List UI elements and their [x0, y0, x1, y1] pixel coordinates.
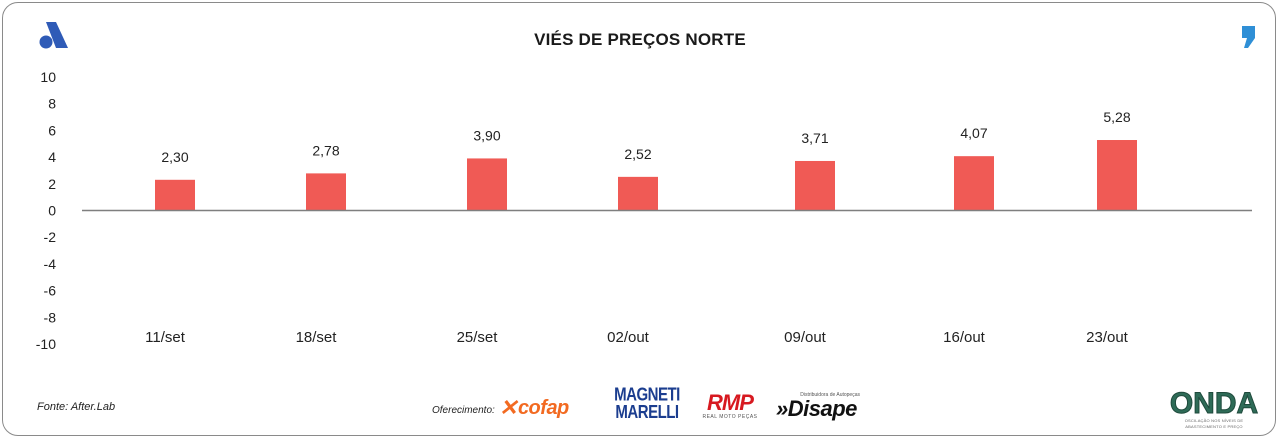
- data-label: 5,28: [1103, 109, 1130, 125]
- y-tick-label: -8: [44, 309, 57, 325]
- source-note: Fonte: After.Lab: [37, 401, 116, 413]
- data-labels: 2,30 2,78 3,90 2,52 3,71 4,07 5,28: [161, 109, 1130, 165]
- onda-logo-text: ONDA: [1169, 387, 1259, 420]
- y-tick-label: -6: [44, 283, 57, 299]
- x-axis-labels: 11/set 18/set 25/set 02/out 09/out 16/out 23/o…: [145, 329, 1129, 346]
- disape-logo: Distribuidora de Autopeças »Disape: [776, 392, 866, 420]
- x-tick-label: 16/out: [943, 329, 986, 346]
- bar: [954, 156, 994, 211]
- onda-logo-subtext: OSCILAÇÃO NOS NÍVEIS DE ABASTECIMENTO E …: [1184, 418, 1244, 429]
- onda-logo: ONDA OSCILAÇÃO NOS NÍVEIS DE ABASTECIMEN…: [1166, 387, 1262, 430]
- cofap-x-icon: ✕: [499, 395, 517, 420]
- chart-title: VIÉS DE PREÇOS NORTE: [534, 30, 746, 49]
- bar: [155, 179, 195, 211]
- quote-mark-icon: [1242, 26, 1255, 48]
- cofap-logo: ✕ cofap: [499, 395, 569, 420]
- y-tick-label: 2: [48, 176, 56, 192]
- cofap-logo-text: cofap: [517, 396, 569, 419]
- bars: [155, 140, 1137, 211]
- sponsor-label: Oferecimento:: [432, 405, 495, 416]
- y-tick-label: 4: [48, 149, 56, 165]
- y-tick-label: 8: [48, 96, 56, 112]
- magneti-logo-line2: MARELLI: [615, 401, 679, 423]
- bar: [306, 173, 346, 211]
- x-tick-label: 02/out: [607, 329, 650, 346]
- disape-logo-tagline: Distribuidora de Autopeças: [800, 392, 860, 398]
- y-tick-label: 6: [48, 122, 56, 138]
- data-label: 2,30: [161, 149, 188, 165]
- brand-logo-icon: [39, 22, 68, 49]
- rmp-logo-subtext: REAL MOTO PEÇAS: [702, 414, 758, 420]
- x-tick-label: 18/set: [296, 329, 338, 346]
- bar: [618, 176, 658, 211]
- x-tick-label: 23/out: [1086, 329, 1129, 346]
- y-tick-label: -10: [36, 336, 56, 352]
- data-label: 3,71: [801, 130, 828, 146]
- y-tick-label: -2: [44, 229, 57, 245]
- y-tick-label: 0: [48, 203, 56, 219]
- bar: [467, 158, 507, 211]
- data-label: 3,90: [473, 127, 500, 143]
- x-tick-label: 09/out: [784, 329, 827, 346]
- y-tick-label: 10: [40, 69, 56, 85]
- y-tick-label: -4: [44, 256, 57, 272]
- data-label: 2,78: [312, 142, 339, 158]
- x-tick-label: 25/set: [457, 329, 499, 346]
- rmp-logo-text: RMP: [707, 390, 754, 415]
- x-tick-label: 11/set: [145, 329, 186, 346]
- magneti-logo-line1: MAGNETI: [614, 384, 680, 406]
- y-axis-labels: 10 8 6 4 2 0 -2 -4 -6 -8 -10: [36, 69, 56, 352]
- data-label: 4,07: [960, 125, 987, 141]
- bar: [1097, 140, 1137, 211]
- magneti-marelli-logo: MAGNETI MARELLI: [612, 384, 682, 423]
- disape-logo-text: »Disape: [776, 396, 857, 421]
- bar: [795, 160, 835, 211]
- rmp-logo: RMP REAL MOTO PEÇAS: [697, 390, 763, 421]
- data-label: 2,52: [624, 146, 651, 162]
